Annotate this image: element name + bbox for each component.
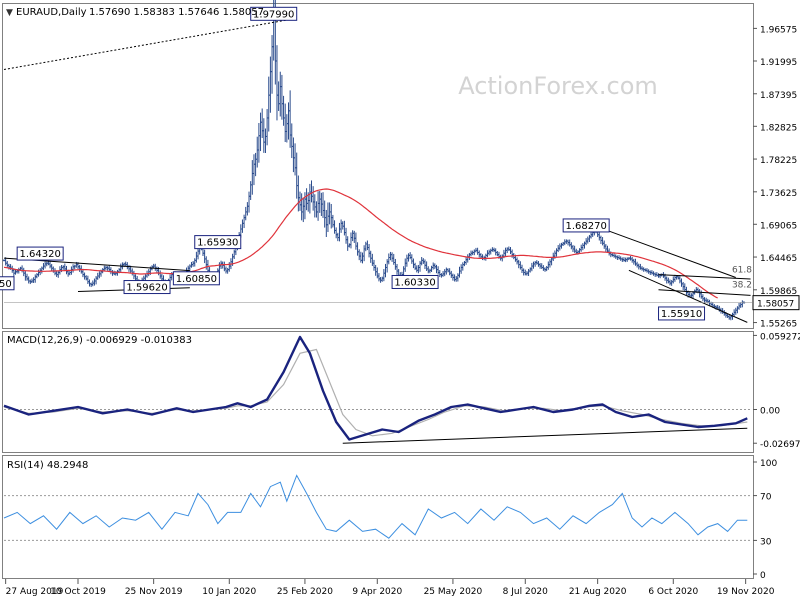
- price-annotation-label: 1.68270: [565, 221, 606, 232]
- price-annotation-box: [391, 274, 439, 289]
- rsi-ytick-label: 30: [760, 537, 772, 547]
- price-annotation-box: [250, 6, 298, 21]
- price-annotation-box: [123, 280, 171, 295]
- price-annotation-label: 1.59620: [126, 283, 167, 294]
- macd-line: [3, 335, 748, 441]
- rsi-line: [3, 474, 748, 539]
- x-tick-label: 25 Feb 2020: [277, 587, 333, 597]
- x-tick-label: 10 Jan 2020: [202, 587, 256, 597]
- chart-header: ▼ EURAUD,Daily 1.57690 1.58383 1.57646 1…: [6, 7, 264, 18]
- last-price-box: [752, 295, 800, 311]
- x-tick-label: 19 Nov 2020: [717, 587, 775, 597]
- last-price-label: 1.58057: [757, 300, 794, 310]
- price-annotation-label: 1.60850: [176, 274, 217, 285]
- fib-level-label: 38.2: [732, 281, 752, 291]
- price-panel-frame: [2, 3, 754, 329]
- rsi-title: RSI(14) 48.2948: [7, 460, 88, 471]
- price-annotation: 1.97990: [250, 6, 298, 21]
- trendline: [658, 289, 751, 296]
- symbol-label: EURAUD,Daily: [16, 7, 87, 18]
- trendline: [658, 274, 751, 280]
- price-ytick-label: 1.73625: [760, 189, 797, 199]
- price-annotation-label: 1.60330: [394, 277, 435, 288]
- price-ytick-label: 1.96575: [760, 25, 797, 35]
- watermark: ActionForex.com: [458, 72, 658, 100]
- price-annotation-label: 1.65930: [197, 238, 238, 249]
- macd-ytick-label: -0.026978: [760, 440, 800, 450]
- price-annotation: 1.59620: [123, 280, 171, 295]
- trendline: [3, 17, 297, 71]
- price-annotation: 1.60850: [172, 271, 220, 286]
- x-tick-label: 21 Aug 2020: [569, 587, 627, 597]
- price-annotation-box: [16, 246, 64, 261]
- x-tick-label: 9 Apr 2020: [352, 587, 402, 597]
- price-annotation: 1.68270: [562, 218, 610, 233]
- price-annotation-box: [562, 218, 610, 233]
- x-tick-label: 6 Oct 2020: [648, 587, 698, 597]
- price-annotation-box: [658, 306, 706, 321]
- macd-trendline: [342, 427, 748, 444]
- x-tick-label: 27 Aug 2019: [6, 587, 64, 597]
- price-annotation: 1.60330: [391, 274, 439, 289]
- price-ytick-label: 1.64465: [760, 254, 797, 264]
- price-annotation-label: 1.97990: [253, 9, 294, 20]
- price-ytick-label: 1.78225: [760, 156, 797, 166]
- rsi-ytick-label: 0: [760, 571, 766, 581]
- macd-ytick-label: 0.00: [760, 407, 780, 417]
- price-annotation-box: [172, 271, 220, 286]
- price-ytick-label: 1.91995: [760, 58, 797, 68]
- rsi-panel-frame: [2, 455, 754, 579]
- sma-line: [3, 188, 718, 299]
- price-ytick-label: 1.69065: [760, 221, 797, 231]
- price-ytick-label: 1.87395: [760, 91, 797, 101]
- trendline: [605, 229, 736, 278]
- arrow-icon: ▼: [6, 8, 13, 18]
- fib-level-label: 61.8: [732, 266, 752, 276]
- price-annotation-label: 1.64320: [19, 249, 60, 260]
- ohlc-values: 1.57690 1.58383 1.57646 1.58057: [89, 7, 264, 18]
- price-annotation-box: [0, 276, 15, 291]
- price-annotation-label: 1.55910: [661, 309, 702, 320]
- x-tick-label: 8 Jul 2020: [503, 587, 548, 597]
- price-annotation-box: [194, 235, 242, 250]
- price-annotation-label: 1.60150: [0, 279, 12, 290]
- macd-ytick-label: 0.059272: [760, 332, 800, 342]
- price-annotation: 1.65930: [194, 235, 242, 250]
- macd-plot: [3, 335, 752, 444]
- rsi-ytick-label: 100: [760, 459, 777, 469]
- price-annotation: 1.55910: [658, 306, 706, 321]
- axes: 1.55265 1.59865 1.64465 1.69065 1.73625 1.782…: [5, 25, 800, 597]
- rsi-ytick-label: 70: [760, 493, 772, 503]
- x-tick-label: 25 Nov 2019: [125, 587, 183, 597]
- price-annotation: 1.64320: [16, 246, 64, 261]
- price-plot: 1.97990 1.64320 1.65930 1.59620 1.60850 1.603…: [0, 0, 752, 323]
- x-tick-label: 10 Oct 2019: [50, 587, 106, 597]
- price-ytick-label: 1.55265: [760, 320, 797, 330]
- price-annotation: 1.60150: [0, 276, 15, 291]
- trendline: [628, 269, 748, 323]
- x-tick-label: 25 May 2020: [424, 587, 483, 597]
- price-ytick-label: 1.82825: [760, 123, 797, 133]
- macd-panel-frame: [2, 331, 754, 453]
- macd-title: MACD(12,26,9) -0.006929 -0.010383: [7, 335, 192, 346]
- price-ytick-label: 1.59865: [760, 287, 797, 297]
- rsi-plot: [3, 474, 752, 541]
